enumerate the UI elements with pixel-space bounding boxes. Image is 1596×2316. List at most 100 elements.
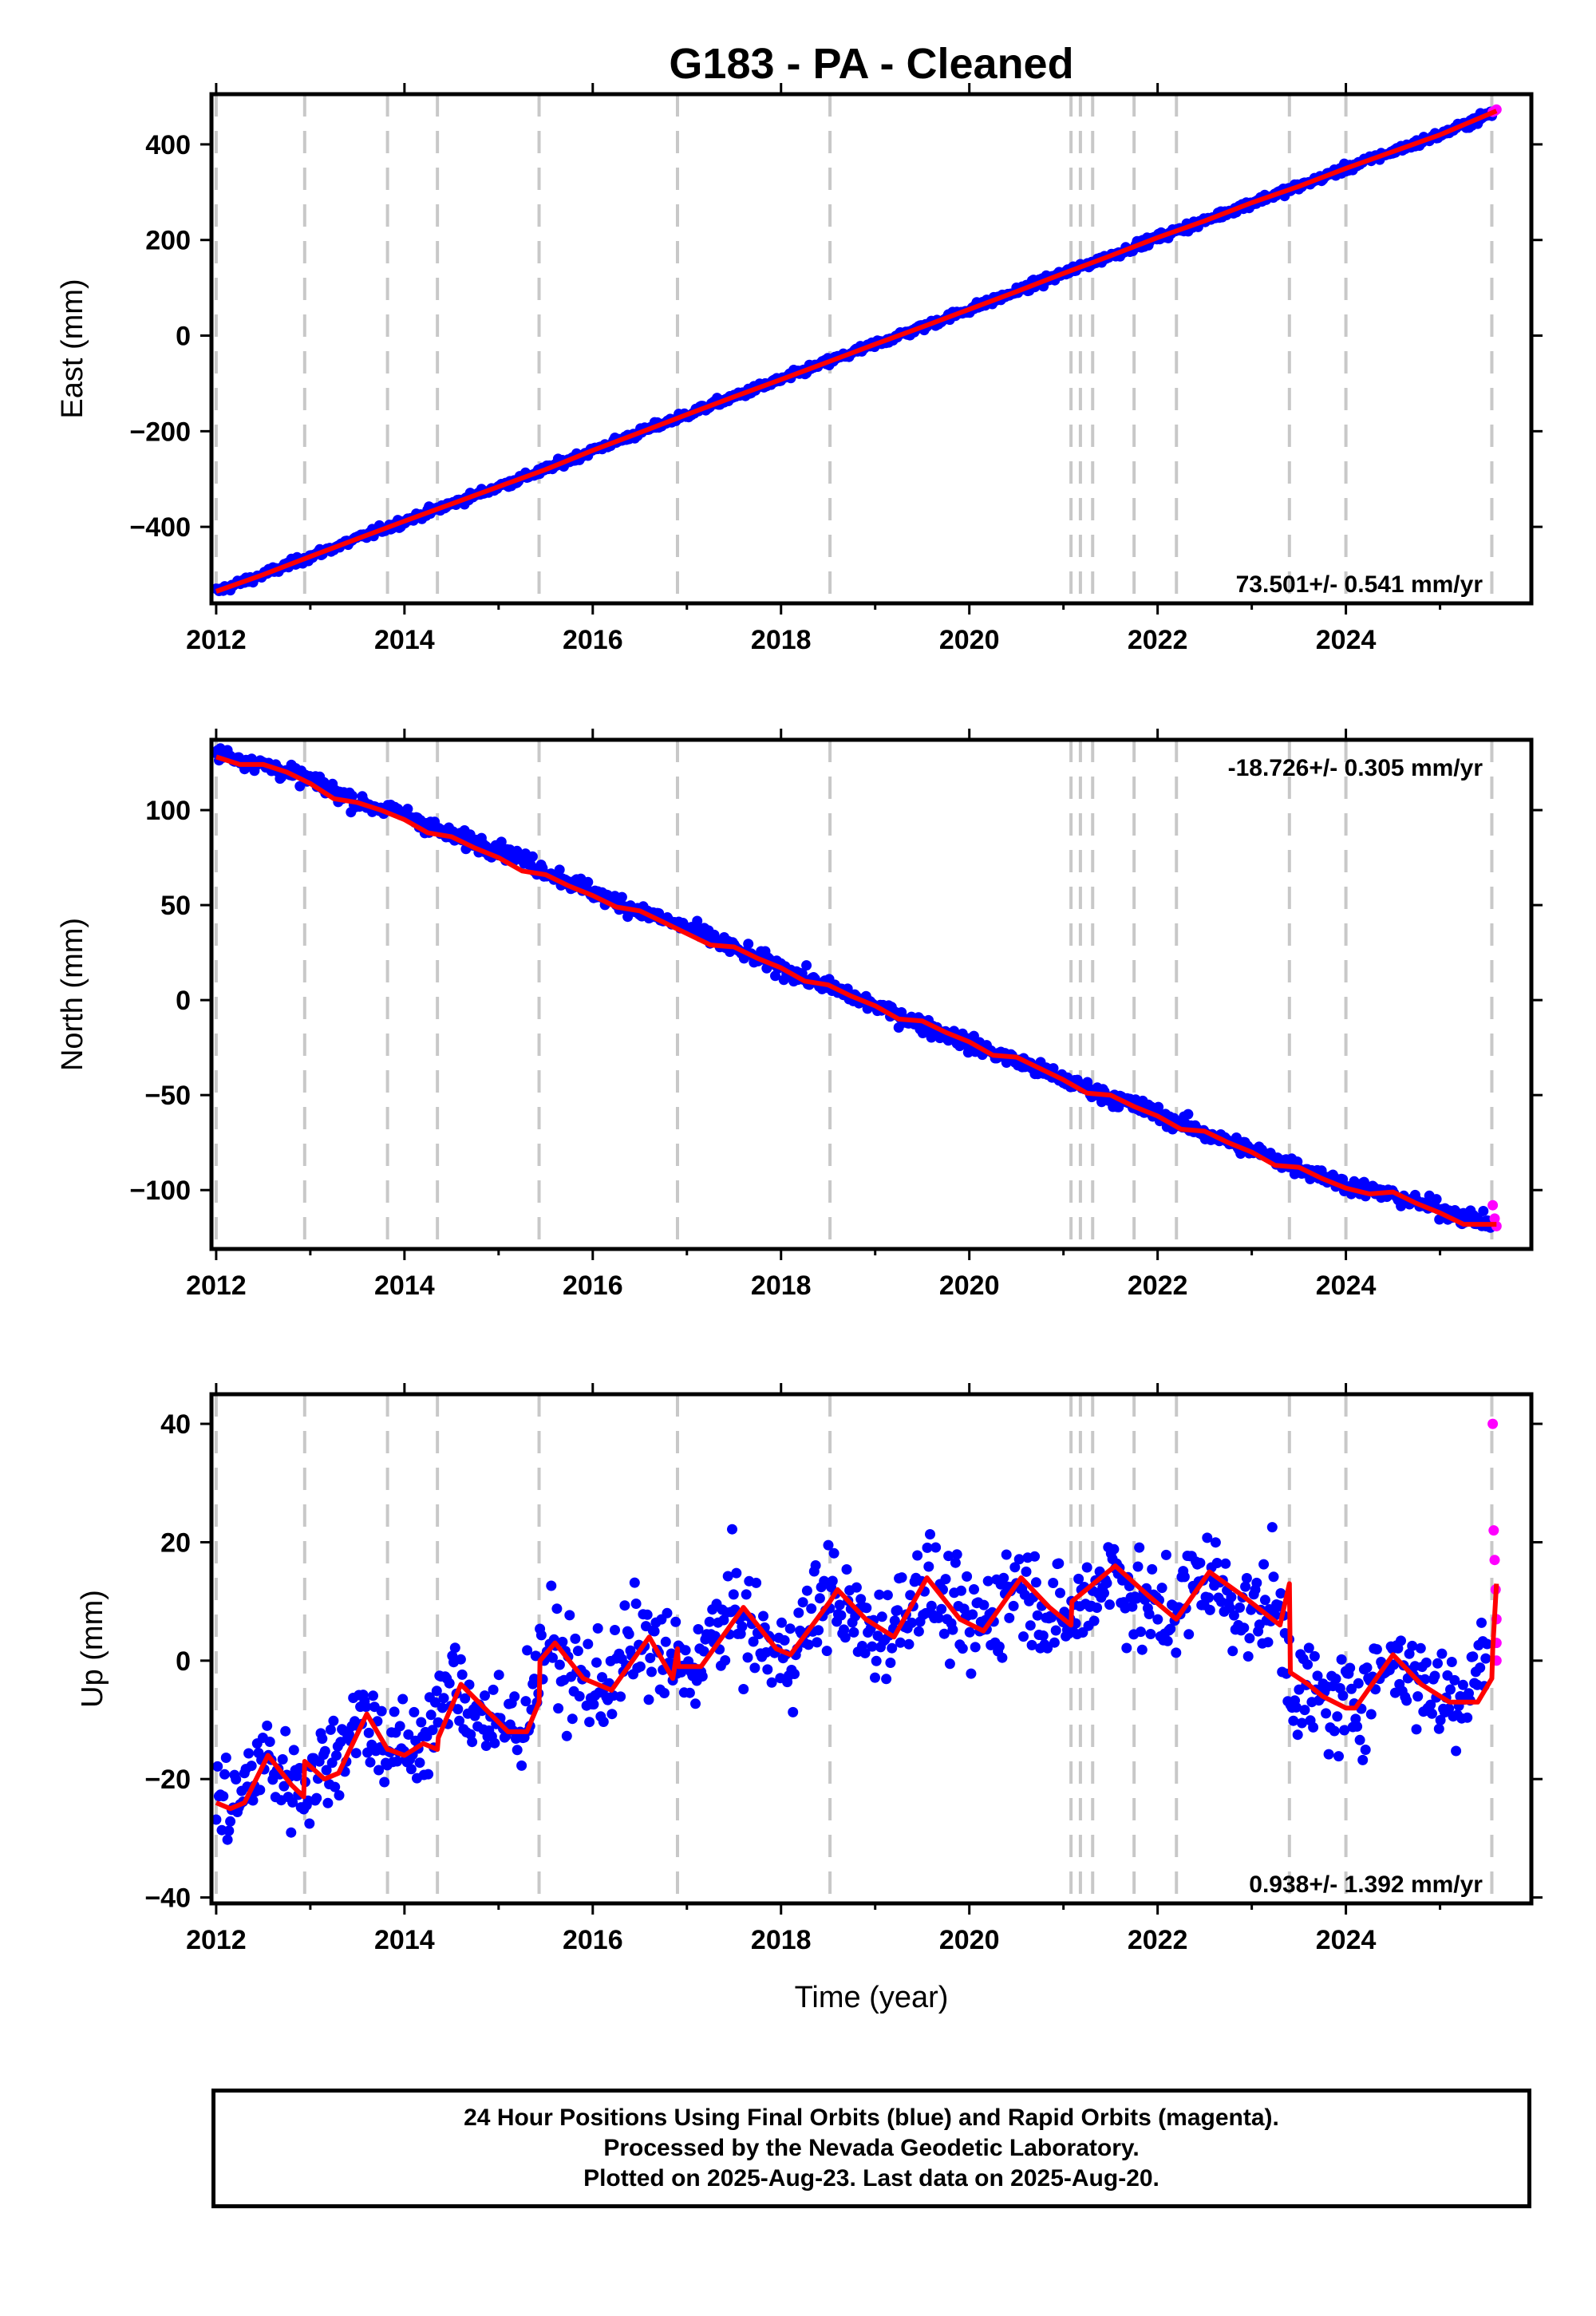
up-final-point xyxy=(1171,1647,1182,1658)
up-final-point xyxy=(1021,1566,1032,1577)
up-frame xyxy=(209,1392,1534,1906)
up-final-point xyxy=(936,1603,947,1614)
up-final-point xyxy=(438,1693,449,1704)
up-final-point xyxy=(1030,1577,1041,1588)
up-final-point xyxy=(926,1600,937,1611)
north-xtick-label: 2012 xyxy=(186,1271,247,1301)
up-final-point xyxy=(1195,1557,1206,1568)
up-final-point xyxy=(588,1699,599,1710)
up-final-point xyxy=(243,1748,255,1759)
east-ytick-label: −200 xyxy=(129,417,191,447)
up-final-point xyxy=(1396,1635,1406,1646)
up-final-point xyxy=(950,1557,961,1568)
up-final-point xyxy=(1445,1684,1456,1695)
up-final-point xyxy=(277,1754,288,1765)
up-final-point xyxy=(597,1672,607,1683)
up-final-point xyxy=(1354,1734,1365,1745)
up-final-point xyxy=(397,1694,409,1705)
up-final-point xyxy=(516,1760,527,1771)
north-final-point xyxy=(554,864,565,875)
up-final-point xyxy=(1160,1549,1171,1560)
up-final-point xyxy=(867,1641,878,1652)
up-final-point xyxy=(812,1637,823,1648)
up-final-point xyxy=(903,1638,915,1650)
up-ytick-label: 40 xyxy=(160,1409,191,1440)
up-final-point xyxy=(547,1652,558,1663)
up-final-point xyxy=(455,1654,466,1665)
up-final-point xyxy=(938,1628,950,1639)
page-title: G183 - PA - Cleaned xyxy=(669,40,1073,88)
up-final-point xyxy=(379,1777,390,1788)
up-final-point xyxy=(1018,1631,1029,1642)
up-final-point xyxy=(1063,1628,1074,1639)
up-ylabel: Up (mm) xyxy=(76,1590,109,1708)
north-ytick-label: −50 xyxy=(144,1081,191,1111)
up-final-point xyxy=(1480,1653,1491,1664)
up-final-point xyxy=(615,1691,626,1702)
north-final-point xyxy=(1478,1206,1489,1216)
up-final-point xyxy=(643,1694,654,1705)
up-final-point xyxy=(1321,1708,1332,1719)
up-final-point xyxy=(414,1757,425,1769)
up-final-point xyxy=(1266,1522,1278,1533)
up-final-point xyxy=(697,1671,708,1682)
up-final-point xyxy=(1025,1620,1036,1631)
up-final-point xyxy=(1145,1629,1156,1639)
north-final-point xyxy=(1337,1174,1349,1185)
up-final-point xyxy=(1432,1658,1443,1669)
up-final-point xyxy=(982,1575,994,1587)
up-final-point xyxy=(836,1610,847,1621)
up-model-line xyxy=(215,1563,1499,1812)
east-ytick-label: 400 xyxy=(145,130,191,160)
east-xtick-label: 2022 xyxy=(1128,625,1188,655)
up-final-point xyxy=(944,1658,955,1670)
up-final-point xyxy=(553,1703,564,1714)
up-final-point xyxy=(1476,1617,1487,1628)
up-final-point xyxy=(793,1607,804,1618)
up-final-point xyxy=(956,1585,966,1596)
up-final-point xyxy=(1132,1561,1144,1572)
up-final-point xyxy=(1211,1558,1223,1568)
up-final-point xyxy=(363,1727,374,1738)
up-final-point xyxy=(365,1757,376,1768)
up-final-point xyxy=(1088,1615,1100,1626)
up-final-point xyxy=(520,1696,531,1707)
up-final-point xyxy=(645,1653,656,1663)
up-final-point xyxy=(362,1747,373,1758)
up-final-point xyxy=(693,1624,704,1634)
up-final-point xyxy=(801,1585,812,1596)
up-final-point xyxy=(803,1639,814,1650)
up-final-point xyxy=(797,1597,808,1608)
up-final-point xyxy=(642,1609,653,1620)
up-final-point xyxy=(810,1560,821,1571)
up-final-point xyxy=(630,1599,642,1609)
up-final-point xyxy=(649,1626,660,1637)
up-final-point xyxy=(1210,1537,1221,1548)
up-final-point xyxy=(431,1686,442,1697)
north-final-point xyxy=(527,851,538,862)
up-final-point xyxy=(325,1724,336,1735)
up-final-point xyxy=(962,1571,973,1582)
north-final-point xyxy=(496,836,507,848)
up-final-point xyxy=(319,1745,330,1757)
north-xtick-label: 2022 xyxy=(1128,1271,1188,1301)
up-final-point xyxy=(467,1737,478,1748)
east-xtick-label: 2018 xyxy=(751,625,812,655)
up-final-point xyxy=(328,1715,339,1726)
up-final-point xyxy=(834,1599,845,1611)
north-xtick-label: 2016 xyxy=(563,1271,623,1301)
north-xtick-label: 2024 xyxy=(1316,1271,1377,1301)
panel-east: 2012 2014 2016 2018 2020 2022 2024 −400 −200 0 200… xyxy=(56,83,1543,655)
up-final-point xyxy=(1251,1577,1262,1588)
up-final-point xyxy=(493,1670,504,1681)
up-final-point xyxy=(646,1666,657,1678)
north-xtick-label: 2018 xyxy=(751,1271,812,1301)
up-final-point xyxy=(748,1636,759,1647)
up-final-point xyxy=(922,1542,933,1553)
east-ytick-label: −400 xyxy=(129,512,191,543)
up-final-point xyxy=(1360,1745,1371,1755)
up-final-point xyxy=(1037,1630,1049,1641)
north-ytick-label: −100 xyxy=(129,1176,191,1206)
up-xtick-label: 2018 xyxy=(751,1925,812,1955)
up-final-point xyxy=(1046,1612,1057,1622)
